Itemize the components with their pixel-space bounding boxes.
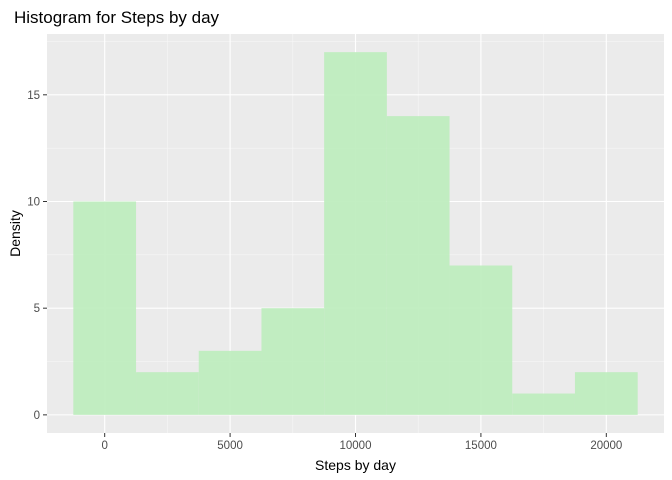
histogram-bar-7 xyxy=(512,393,575,415)
histogram-bar-8 xyxy=(574,372,638,415)
x-tick-label: 10000 xyxy=(340,440,372,452)
y-tick-label: 5 xyxy=(34,303,40,315)
histogram-bars xyxy=(73,52,638,415)
y-tick-label: 10 xyxy=(27,196,40,208)
x-axis-title: Steps by day xyxy=(315,457,396,473)
x-tick-label: 15000 xyxy=(465,440,497,452)
y-tick-label: 15 xyxy=(27,90,40,102)
x-tick-label: 0 xyxy=(101,440,107,452)
histogram-bar-4 xyxy=(324,52,387,415)
histogram-bar-3 xyxy=(261,308,325,415)
histogram-bar-6 xyxy=(449,265,513,415)
histogram-bar-0 xyxy=(73,201,137,415)
chart-title: Histogram for Steps by day xyxy=(14,8,220,27)
y-axis-title: Density xyxy=(7,210,23,257)
axes: 0 5000 10000 15000 20000 0 5 10 15 xyxy=(27,90,622,452)
histogram-bar-1 xyxy=(136,372,199,415)
histogram-bar-5 xyxy=(386,116,450,415)
histogram-bar-2 xyxy=(198,350,262,415)
y-tick-label: 0 xyxy=(34,410,40,422)
x-tick-label: 20000 xyxy=(590,440,622,452)
x-tick-label: 5000 xyxy=(217,440,243,452)
